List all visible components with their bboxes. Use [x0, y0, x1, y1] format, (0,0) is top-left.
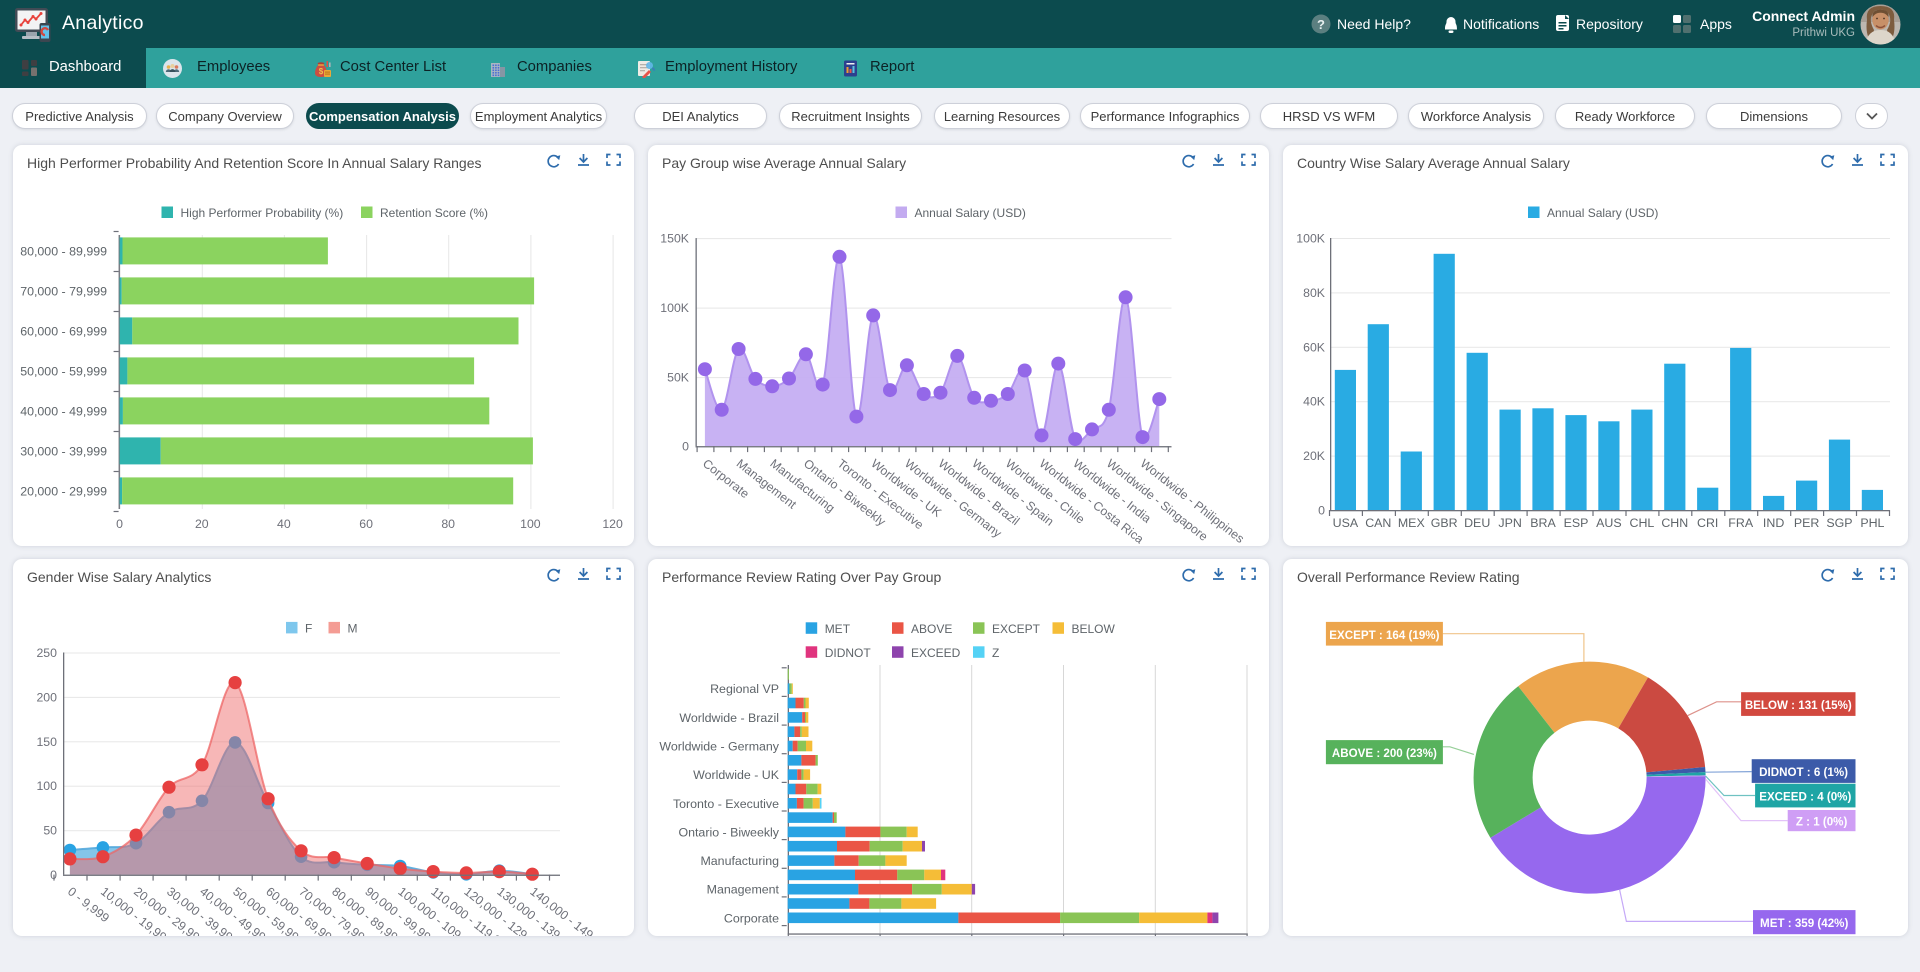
svg-text:70,000 - 79,999: 70,000 - 79,999	[20, 284, 107, 298]
svg-text:60,000 - 69,999: 60,000 - 69,999	[20, 324, 107, 338]
svg-text:AUS: AUS	[1596, 516, 1621, 530]
svg-text:Annual Salary (USD): Annual Salary (USD)	[1547, 206, 1658, 220]
svg-text:EXCEED: EXCEED	[911, 646, 961, 660]
svg-text:20K: 20K	[1303, 449, 1326, 463]
svg-text:100: 100	[520, 517, 541, 531]
svg-text:50: 50	[43, 824, 57, 838]
svg-text:CHN: CHN	[1661, 516, 1688, 530]
svg-text:IND: IND	[1763, 516, 1784, 530]
svg-text:40K: 40K	[1303, 395, 1326, 409]
svg-text:50,000 - 59,999: 50,000 - 59,999	[20, 364, 107, 378]
svg-text:Apps: Apps	[1700, 16, 1732, 32]
svg-text:Worldwide - Brazil: Worldwide - Brazil	[679, 711, 779, 725]
svg-text:0: 0	[1318, 504, 1325, 518]
svg-text:Z: Z	[992, 646, 999, 660]
svg-text:EXCEPT : 164 (19%): EXCEPT : 164 (19%)	[1329, 629, 1439, 642]
svg-text:MET: MET	[825, 622, 851, 636]
svg-text:100K: 100K	[1296, 232, 1326, 246]
svg-text:200: 200	[36, 690, 57, 704]
svg-text:Corporate: Corporate	[724, 911, 779, 925]
svg-text:ABOVE: ABOVE	[911, 622, 952, 636]
svg-text:DEU: DEU	[1464, 516, 1490, 530]
svg-text:0: 0	[682, 440, 689, 454]
svg-text:150K: 150K	[660, 232, 690, 246]
svg-text:Manufacturing: Manufacturing	[700, 854, 779, 868]
svg-text:EXCEPT: EXCEPT	[992, 622, 1041, 636]
svg-text:BELOW: BELOW	[1072, 622, 1116, 636]
svg-text:ABOVE : 200 (23%): ABOVE : 200 (23%)	[1332, 747, 1437, 760]
svg-text:Performance Review Rating Over: Performance Review Rating Over Pay Group	[662, 569, 942, 585]
svg-text:20: 20	[195, 517, 209, 531]
svg-text:BRA: BRA	[1530, 516, 1556, 530]
svg-text:Worldwide - Germany: Worldwide - Germany	[659, 740, 779, 754]
svg-text:60K: 60K	[1303, 340, 1326, 354]
svg-text:?: ?	[1317, 17, 1325, 32]
svg-text:80K: 80K	[1303, 286, 1326, 300]
svg-text:Regional VP: Regional VP	[710, 682, 779, 696]
svg-text:100: 100	[36, 779, 57, 793]
svg-text:Need Help?: Need Help?	[1337, 16, 1411, 32]
svg-text:SGP: SGP	[1826, 516, 1852, 530]
svg-text:40,000 - 49,999: 40,000 - 49,999	[20, 404, 107, 418]
svg-text:100K: 100K	[660, 301, 690, 315]
svg-text:PHL: PHL	[1860, 516, 1884, 530]
svg-text:PER: PER	[1794, 516, 1820, 530]
svg-text:JPN: JPN	[1498, 516, 1521, 530]
svg-text:BELOW : 131 (15%): BELOW : 131 (15%)	[1745, 699, 1852, 712]
svg-text:80: 80	[441, 517, 455, 531]
svg-text:150: 150	[36, 735, 57, 749]
svg-text:80,000 - 89,999: 80,000 - 89,999	[20, 244, 107, 258]
svg-text:DIDNOT: DIDNOT	[825, 646, 872, 660]
svg-text:Ontario - Biweekly: Ontario - Biweekly	[678, 825, 779, 839]
svg-text:FRA: FRA	[1728, 516, 1754, 530]
svg-text:ESP: ESP	[1564, 516, 1589, 530]
svg-text:Prithwi UKG: Prithwi UKG	[1792, 27, 1855, 39]
svg-text:CHL: CHL	[1630, 516, 1655, 530]
svg-text:CAN: CAN	[1365, 516, 1391, 530]
svg-text:$: $	[319, 67, 324, 76]
svg-text:40: 40	[277, 517, 291, 531]
svg-text:High Performer Probability And: High Performer Probability And Retention…	[27, 155, 481, 171]
svg-text:MEX: MEX	[1398, 516, 1425, 530]
svg-text:Country Wise Salary Average An: Country Wise Salary Average Annual Salar…	[1297, 155, 1570, 171]
svg-text:Management: Management	[707, 883, 780, 897]
svg-text:Repository: Repository	[1576, 16, 1643, 32]
svg-text:Notifications: Notifications	[1463, 16, 1539, 32]
svg-text:EXCEED : 4 (0%): EXCEED : 4 (0%)	[1759, 791, 1851, 804]
svg-text:GBR: GBR	[1431, 516, 1458, 530]
svg-text:Pay Group wise Average Annual: Pay Group wise Average Annual Salary	[662, 155, 906, 171]
svg-text:20,000 - 29,999: 20,000 - 29,999	[20, 484, 107, 498]
svg-text:Gender Wise Salary Analytics: Gender Wise Salary Analytics	[27, 569, 211, 585]
svg-text:CRI: CRI	[1697, 516, 1718, 530]
svg-text:Connect Admin: Connect Admin	[1752, 8, 1855, 24]
svg-text:MET : 359 (42%): MET : 359 (42%)	[1760, 917, 1848, 930]
svg-text:M: M	[348, 621, 358, 635]
svg-text:50K: 50K	[667, 371, 690, 385]
svg-text:USA: USA	[1333, 516, 1359, 530]
svg-text:Overall Performance Review Rat: Overall Performance Review Rating	[1297, 569, 1520, 585]
svg-text:250: 250	[36, 646, 57, 660]
svg-text:Z : 1 (0%): Z : 1 (0%)	[1796, 816, 1848, 829]
svg-text:Retention Score (%): Retention Score (%)	[380, 206, 488, 220]
svg-text:60: 60	[359, 517, 373, 531]
svg-text:F: F	[305, 621, 312, 635]
svg-text:High Performer Probability (%): High Performer Probability (%)	[181, 206, 344, 220]
svg-text:0: 0	[116, 517, 123, 531]
svg-text:120: 120	[602, 517, 623, 531]
svg-text:DIDNOT : 6 (1%): DIDNOT : 6 (1%)	[1759, 766, 1848, 779]
svg-text:Toronto - Executive: Toronto - Executive	[673, 797, 779, 811]
svg-text:30,000 - 39,999: 30,000 - 39,999	[20, 444, 107, 458]
svg-text:Annual Salary (USD): Annual Salary (USD)	[915, 206, 1026, 220]
svg-text:Worldwide - UK: Worldwide - UK	[693, 768, 780, 782]
